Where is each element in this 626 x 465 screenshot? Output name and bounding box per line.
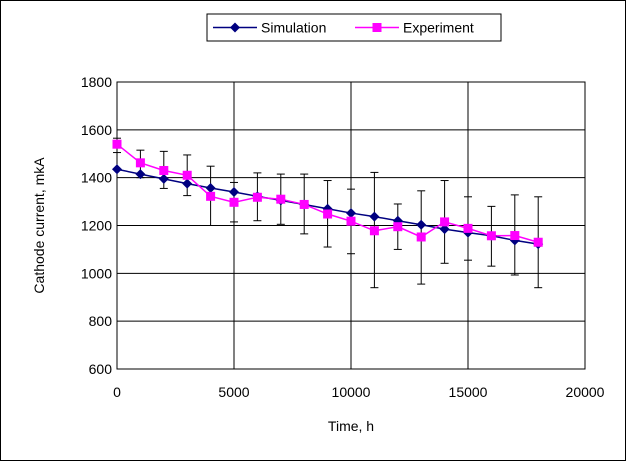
experiment-point (416, 232, 426, 242)
x-tick-label: 15000 (449, 384, 488, 400)
simulation-point (135, 169, 146, 180)
simulation-point (369, 211, 380, 222)
experiment-point (276, 194, 286, 204)
experiment-point (135, 158, 145, 168)
experiment-point (346, 216, 356, 226)
simulation-point (346, 208, 356, 219)
y-tick-label: 1200 (81, 218, 112, 234)
legend-simulation-marker (230, 22, 240, 33)
experiment-point (369, 226, 379, 236)
y-tick-label: 1600 (81, 122, 112, 138)
y-tick-label: 1400 (81, 170, 112, 186)
experiment-point (229, 197, 239, 207)
experiment-point (393, 222, 403, 232)
experiment-point (323, 209, 333, 219)
experiment-point (440, 217, 450, 227)
y-tick-label: 1000 (81, 265, 112, 281)
experiment-point (112, 139, 122, 149)
x-tick-label: 5000 (218, 384, 249, 400)
x-axis-label: Time, h (328, 418, 374, 434)
experiment-point (463, 223, 473, 233)
simulation-point (158, 173, 169, 184)
x-tick-label: 10000 (332, 384, 371, 400)
x-tick-label: 20000 (566, 384, 605, 400)
experiment-point (486, 231, 496, 241)
y-tick-label: 600 (89, 361, 113, 377)
experiment-point (182, 170, 192, 180)
simulation-point (229, 187, 239, 198)
legend-simulation-label: Simulation (261, 20, 326, 36)
y-axis-label: Cathode current, mkA (31, 157, 47, 294)
markers (112, 139, 544, 250)
plot-area (116, 81, 586, 370)
experiment-point (299, 199, 309, 209)
experiment-point (252, 192, 262, 202)
y-tick-label: 800 (89, 313, 113, 329)
simulation-point (439, 224, 450, 235)
x-tick-label: 0 (113, 384, 121, 400)
simulation-point (416, 219, 427, 230)
legend: Simulation Experiment (206, 13, 502, 42)
legend-experiment-label: Experiment (403, 20, 474, 36)
experiment-point (159, 165, 169, 175)
legend-experiment-marker (372, 23, 382, 32)
experiment-point (510, 231, 520, 241)
experiment-point (206, 191, 216, 201)
simulation-point (182, 178, 193, 189)
simulation-point (205, 182, 216, 193)
x-tick-labels: 0 5000 10000 15000 20000 (113, 384, 605, 400)
experiment-point (533, 237, 543, 247)
simulation-point (112, 164, 122, 175)
y-tick-label: 1800 (81, 74, 112, 90)
y-tick-labels: 600 800 1000 1200 1400 1600 1800 (81, 74, 112, 377)
